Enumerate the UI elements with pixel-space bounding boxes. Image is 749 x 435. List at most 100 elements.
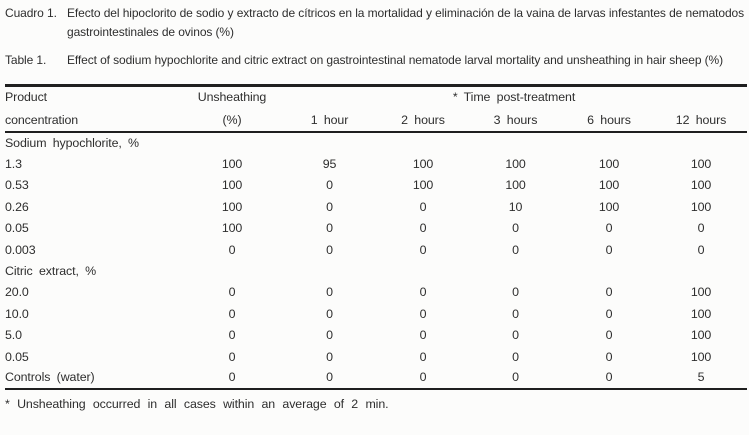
cell-value: 100 [690,157,712,172]
cell-value: 0 [605,370,613,385]
cell-value: 0 [326,370,333,385]
cell-value: 0 [697,221,705,236]
title-text-spanish: Efecto del hipoclorito de sodio y extrac… [67,6,744,39]
data-row: 0.05 100 0 0 0 0 0 [5,218,747,239]
data-row: 1.3 100 95 100 100 100 100 [5,153,747,174]
cell-value: 0 [605,242,613,257]
cell-value: 0 [326,199,333,214]
cell-value: 0 [419,285,427,300]
row-label: 20.0 [5,285,29,300]
data-row: 0.05 0 0 0 0 0 100 [5,346,747,367]
cell-value: 0 [326,221,333,236]
cell-value: 0 [512,328,519,343]
header-col-6-hours: 6 hours [587,112,631,127]
cell-value: 0 [605,285,613,300]
cell-value: 0 [326,349,333,364]
table-title-spanish: Cuadro 1. Efecto del hipoclorito de sodi… [5,4,745,41]
cell-value: 0 [605,328,613,343]
title-text-english: Effect of sodium hypochlorite and citric… [67,53,724,67]
cell-value: 10 [508,199,523,214]
cell-value: 100 [690,285,712,300]
table-header: Product Unsheathing * Time post-treatmen… [5,85,747,132]
header-col-2-hours: 2 hours [401,112,445,127]
cell-value: 0 [228,306,236,321]
cell-value: 100 [598,199,620,214]
cell-value: 0 [605,349,613,364]
header-row-1: Product Unsheathing * Time post-treatmen… [5,85,747,108]
cell-value: 100 [690,306,712,321]
title-label-english: Table 1. [5,53,47,67]
data-row: Controls (water) 0 0 0 0 0 5 [5,367,747,388]
cell-value: 5 [697,370,705,385]
data-row: 0.003 0 0 0 0 0 0 [5,239,747,260]
cell-value: 100 [505,157,526,172]
row-label: 5.0 [5,328,22,343]
header-unsheathing-pct: (%) [222,112,242,127]
cell-value: 0 [228,370,236,385]
header-product: Product [5,90,48,105]
cell-value: 0 [419,328,427,343]
row-label: 10.0 [5,306,29,321]
cell-value: 100 [690,349,712,364]
cell-value: 100 [690,178,712,193]
data-row: 20.0 0 0 0 0 0 100 [5,282,747,303]
document-page: Cuadro 1. Efecto del hipoclorito de sodi… [5,4,747,411]
cell-value: 0 [512,285,519,300]
cell-value: 100 [412,178,434,193]
header-col-12-hours: 12 hours [675,112,727,127]
cell-value: 0 [326,178,333,193]
cell-value: 0 [512,349,519,364]
cell-value: 0 [228,242,236,257]
cell-value: 0 [605,306,613,321]
header-row-2: concentration (%) 1 hour 2 hours 3 hours… [5,108,747,132]
cell-value: 100 [221,221,243,236]
header-time-span: * Time post-treatment [452,90,576,105]
cell-value: 0 [512,221,519,236]
cell-value: 100 [221,157,243,172]
cell-value: 0 [419,242,427,257]
table-footnote: * Unsheathing occurred in all cases with… [5,396,389,411]
data-row: 10.0 0 0 0 0 0 100 [5,303,747,324]
header-unsheathing: Unsheathing [197,90,267,105]
cell-value: 0 [326,285,333,300]
section-header-row: Sodium hypochlorite, % [5,132,747,153]
cell-value: 0 [326,242,333,257]
cell-value: 100 [598,157,620,172]
cell-value: 0 [419,349,427,364]
row-label: 0.05 [5,221,29,236]
cell-value: 0 [326,306,333,321]
cell-value: 100 [505,178,526,193]
data-row: 0.53 100 0 100 100 100 100 [5,175,747,196]
results-table: Product Unsheathing * Time post-treatmen… [5,83,747,390]
cell-value: 0 [419,370,427,385]
title-label-spanish: Cuadro 1. [5,6,57,20]
cell-value: 0 [419,306,427,321]
section-header-label: Sodium hypochlorite, % [5,136,139,151]
cell-value: 100 [221,199,243,214]
header-col-1-hour: 1 hour [310,112,349,127]
row-label: 0.05 [5,349,29,364]
cell-value: 100 [690,328,712,343]
header-col-3-hours: 3 hours [493,112,538,127]
cell-value: 0 [512,306,519,321]
cell-value: 0 [419,199,427,214]
table-body: Sodium hypochlorite, % 1.3 100 95 100 100 100 1… [5,132,747,389]
cell-value: 0 [326,328,333,343]
cell-value: 95 [322,157,337,172]
cell-value: 100 [221,178,243,193]
row-label: 0.53 [5,178,29,193]
cell-value: 0 [419,221,427,236]
table-title-english: Table 1. Effect of sodium hypochlorite a… [5,51,745,70]
row-label: 0.003 [5,242,36,257]
section-header-label: Citric extract, % [5,264,97,279]
data-row: 5.0 0 0 0 0 0 100 [5,325,747,346]
header-concentration: concentration [5,112,79,127]
row-label: 0.26 [5,199,29,214]
cell-value: 100 [690,199,712,214]
cell-value: 0 [228,349,236,364]
cell-value: 100 [598,178,620,193]
row-label: 1.3 [5,157,22,172]
cell-value: 0 [228,285,236,300]
cell-value: 0 [512,370,519,385]
row-label: Controls (water) [5,370,95,385]
